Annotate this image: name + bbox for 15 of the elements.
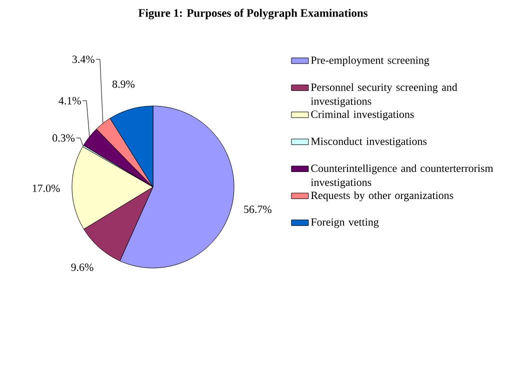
data-label: 8.9%	[112, 80, 135, 88]
legend-label: Personnel security screening and investigations	[310, 83, 458, 108]
legend-label: Requests by other organizations	[311, 191, 454, 202]
data-label: 0.3%	[52, 134, 75, 142]
data-label: 3.4%	[72, 56, 94, 64]
data-label: 17.0%	[32, 184, 60, 192]
chart-title: Figure 1: Purposes of Polygraph Examinations	[138, 8, 368, 20]
legend-label: Criminal investigations	[311, 110, 414, 120]
data-label: 4.1%	[58, 97, 81, 104]
legend-label: Counterintelligence and counterterrorism investigations	[310, 164, 494, 188]
data-label: 9.6%	[71, 264, 94, 271]
legend-label: Pre-employment screening	[311, 56, 430, 66]
legend-label: Foreign vetting	[311, 218, 379, 228]
data-label: 56.7%	[244, 206, 272, 214]
legend-label: Misconduct investigations	[311, 137, 427, 148]
